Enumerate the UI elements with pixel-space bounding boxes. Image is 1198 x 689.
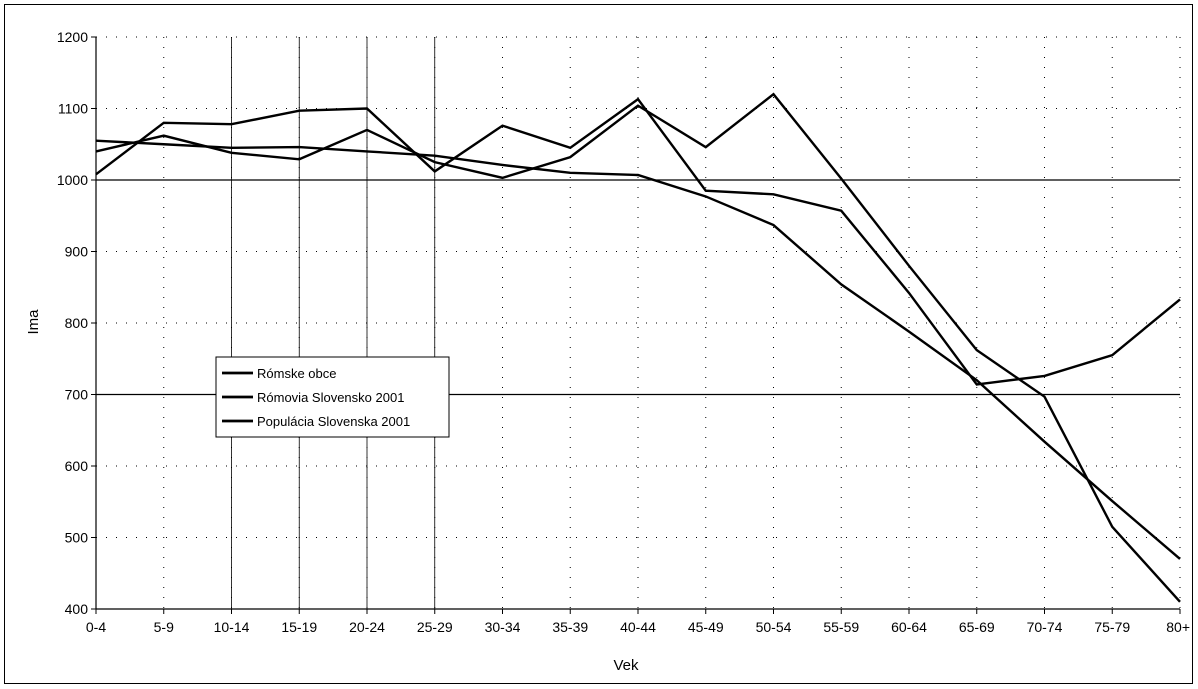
y-axis-title: Ima — [25, 309, 42, 335]
y-tick-label: 800 — [65, 315, 89, 331]
x-tick-label: 20-24 — [349, 619, 385, 635]
y-tick-label: 400 — [65, 601, 89, 617]
series-line-2 — [95, 92, 1181, 603]
y-tick-label: 500 — [65, 530, 89, 546]
legend-entry: Rómovia Slovensko 2001 — [257, 390, 404, 405]
gridlines — [96, 36, 1181, 609]
x-tick-label: 45-49 — [688, 619, 724, 635]
y-tick-label: 1000 — [57, 172, 88, 188]
legend: Rómske obce Rómovia Slovensko 2001 Populác… — [215, 356, 450, 438]
x-axis-title: Vek — [613, 657, 639, 674]
x-axis-ticks: 0-4 5-9 10-14 15-19 20-24 25-29 30-34 35-39 40-4… — [86, 609, 1190, 635]
legend-entry: Populácia Slovenska 2001 — [257, 414, 410, 429]
x-tick-label: 30-34 — [485, 619, 521, 635]
x-tick-label: 80+ — [1166, 619, 1190, 635]
y-tick-label: 900 — [65, 244, 89, 260]
y-tick-label: 1200 — [57, 29, 88, 45]
y-tick-label: 700 — [65, 387, 89, 403]
x-tick-label: 70-74 — [1027, 619, 1063, 635]
x-tick-label: 75-79 — [1094, 619, 1130, 635]
x-tick-label: 60-64 — [891, 619, 927, 635]
x-tick-label: 0-4 — [86, 619, 106, 635]
chart-frame — [4, 4, 1193, 684]
y-tick-label: 1100 — [58, 101, 88, 117]
y-tick-label: 600 — [65, 458, 89, 474]
series-line-3 — [95, 139, 1181, 560]
x-tick-label: 10-14 — [214, 619, 250, 635]
x-tick-label: 35-39 — [552, 619, 588, 635]
x-tick-label: 40-44 — [620, 619, 656, 635]
x-tick-label: 55-59 — [823, 619, 859, 635]
x-tick-label: 5-9 — [154, 619, 174, 635]
legend-entry: Rómske obce — [257, 366, 336, 381]
y-axis-ticks: 400 500 600 700 800 900 1000 1100 1200 — [57, 29, 96, 617]
x-tick-label: 25-29 — [417, 619, 453, 635]
axes — [95, 37, 1180, 610]
vertical-reference-lines — [96, 37, 1180, 609]
legend-box — [215, 356, 450, 438]
x-tick-label: 50-54 — [756, 619, 792, 635]
x-tick-label: 65-69 — [959, 619, 995, 635]
series-line-1 — [95, 97, 1181, 386]
series-lines — [95, 92, 1181, 603]
x-tick-label: 15-19 — [281, 619, 317, 635]
